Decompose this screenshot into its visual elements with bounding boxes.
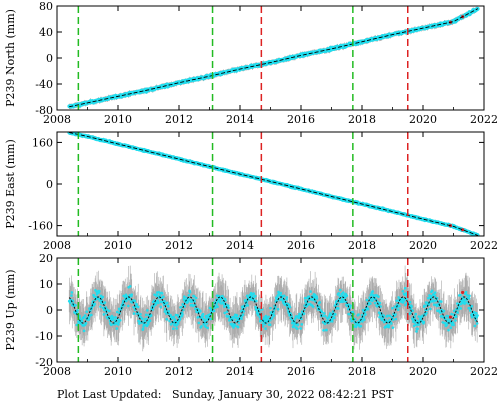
x-tick-label: 2022 xyxy=(470,239,498,252)
y-tick-label: 0 xyxy=(46,178,53,191)
y-tick-label: 160 xyxy=(32,136,53,149)
outlier-point xyxy=(461,228,465,232)
panel-2: 2008 2010 2012 2014 2016 2018 2020 2022 160 0 -160… xyxy=(4,131,498,252)
plot-area xyxy=(67,132,480,236)
x-tick-label: 2012 xyxy=(165,113,193,126)
panel-3: 2008 2010 2012 2014 2016 2018 2020 202220100-10… xyxy=(4,252,498,378)
plot-area xyxy=(67,6,480,110)
y-tick-label: -160 xyxy=(28,220,53,233)
x-tick-label: 2016 xyxy=(287,113,315,126)
x-tick-label: 2014 xyxy=(226,239,254,252)
x-tick-label: 2008 xyxy=(43,113,71,126)
y-tick-label: 0 xyxy=(46,52,53,65)
x-tick-label: 2012 xyxy=(165,239,193,252)
y-tick-label: -80 xyxy=(35,104,53,117)
x-tick-label: 2010 xyxy=(104,239,132,252)
y-tick-label: -40 xyxy=(35,78,53,91)
y-tick-label: 40 xyxy=(39,26,53,39)
panel-1: 2008 2010 2012 2014 2016 2018 2020 2022 80 40 0 -40… xyxy=(4,0,498,126)
x-tick-label: 2018 xyxy=(348,239,376,252)
y-axis-label: P239 North (mm) xyxy=(4,9,17,107)
y-tick-label: 80 xyxy=(39,0,53,13)
x-tick-label: 2022 xyxy=(470,113,498,126)
x-tick-label: 2010 xyxy=(104,113,132,126)
x-tick-label: 2018 xyxy=(348,113,376,126)
x-tick-label: 2020 xyxy=(409,113,437,126)
x-tick-label: 2020 xyxy=(409,239,437,252)
plot-area xyxy=(67,265,479,352)
x-tick-label: 2016 xyxy=(287,239,315,252)
x-tick-label: 2014 xyxy=(226,113,254,126)
data-points xyxy=(67,6,480,109)
trend-line xyxy=(69,132,479,236)
y-axis-label: P239 East (mm) xyxy=(4,139,17,229)
x-tick-label: 2008 xyxy=(43,239,71,252)
trend-line xyxy=(69,8,479,108)
